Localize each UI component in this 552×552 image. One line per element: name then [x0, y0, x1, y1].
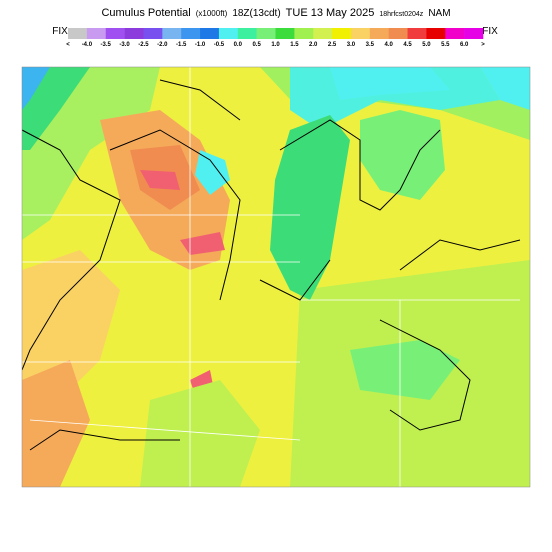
- color-bar-label: 5.5: [441, 42, 450, 48]
- color-bar-label: -1.5: [176, 42, 187, 48]
- color-swatch: [237, 28, 257, 39]
- color-swatch: [388, 28, 408, 39]
- color-swatch: [350, 28, 371, 39]
- fix-left: FIX: [52, 26, 68, 37]
- color-swatch: [407, 28, 427, 39]
- color-swatch: [426, 28, 446, 39]
- color-bar-label: 4.5: [403, 42, 412, 48]
- color-swatch: [143, 28, 163, 39]
- map: [21, 66, 531, 488]
- color-swatch: [181, 28, 201, 39]
- color-swatch: [332, 28, 352, 39]
- color-bar-label: 6.0: [460, 42, 469, 48]
- color-swatch: [313, 28, 333, 39]
- title-part: Cumulus Potential: [101, 7, 190, 19]
- color-swatch: [200, 28, 220, 39]
- color-bar-label: -4.0: [82, 42, 93, 48]
- color-bar-label: -0.5: [214, 42, 225, 48]
- title: Cumulus Potential (x1000ft) 18Z(13cdt) TUE …: [101, 7, 450, 19]
- color-bar-label: -3.0: [119, 42, 130, 48]
- color-bar-label: -2.0: [157, 42, 168, 48]
- color-bar-label: -1.0: [195, 42, 206, 48]
- fix-right: FIX: [482, 26, 498, 37]
- color-swatch: [464, 28, 484, 39]
- color-bar-label: 0.0: [234, 42, 243, 48]
- color-swatch: [294, 28, 314, 39]
- color-swatch: [369, 28, 389, 39]
- color-swatch: [445, 28, 465, 39]
- color-swatch: [86, 28, 107, 39]
- color-swatch: [256, 28, 276, 39]
- color-swatch: [124, 28, 144, 39]
- color-bar-label: 3.0: [347, 42, 356, 48]
- color-swatch: [68, 28, 88, 39]
- color-bar-label: >: [481, 42, 485, 48]
- color-swatch: [162, 28, 182, 39]
- color-bar-label: 1.5: [290, 42, 299, 48]
- color-bar-label: 2.0: [309, 42, 318, 48]
- color-bar-label: 0.5: [252, 42, 261, 48]
- title-part: 18Z(13cdt): [232, 8, 280, 19]
- title-part: NAM: [428, 8, 450, 19]
- color-bar-label: 4.0: [385, 42, 394, 48]
- color-bar-label: 1.0: [271, 42, 280, 48]
- title-text: Cumulus Potential (x1000ft) 18Z(13cdt) TUE …: [101, 7, 450, 19]
- color-bar-label: 5.0: [422, 42, 431, 48]
- color-bar-label: 3.5: [366, 42, 375, 48]
- color-swatch: [218, 28, 239, 39]
- color-bar-label: -3.5: [101, 42, 112, 48]
- color-bar-label: -2.5: [138, 42, 149, 48]
- title-part: (x1000ft): [196, 9, 228, 18]
- color-swatch: [105, 28, 125, 39]
- title-part: 18hrfcst0204z: [379, 11, 423, 18]
- color-swatch: [275, 28, 295, 39]
- color-bar-label: <: [66, 42, 70, 48]
- color-bar: < -4.0 -3.5 -3.0 -2.5 -2.0 -1.5 -1.0 -0.5 0.0 0.5 1…: [66, 28, 485, 48]
- color-bar-label: 2.5: [328, 42, 337, 48]
- title-part: TUE 13 May 2025: [286, 7, 375, 19]
